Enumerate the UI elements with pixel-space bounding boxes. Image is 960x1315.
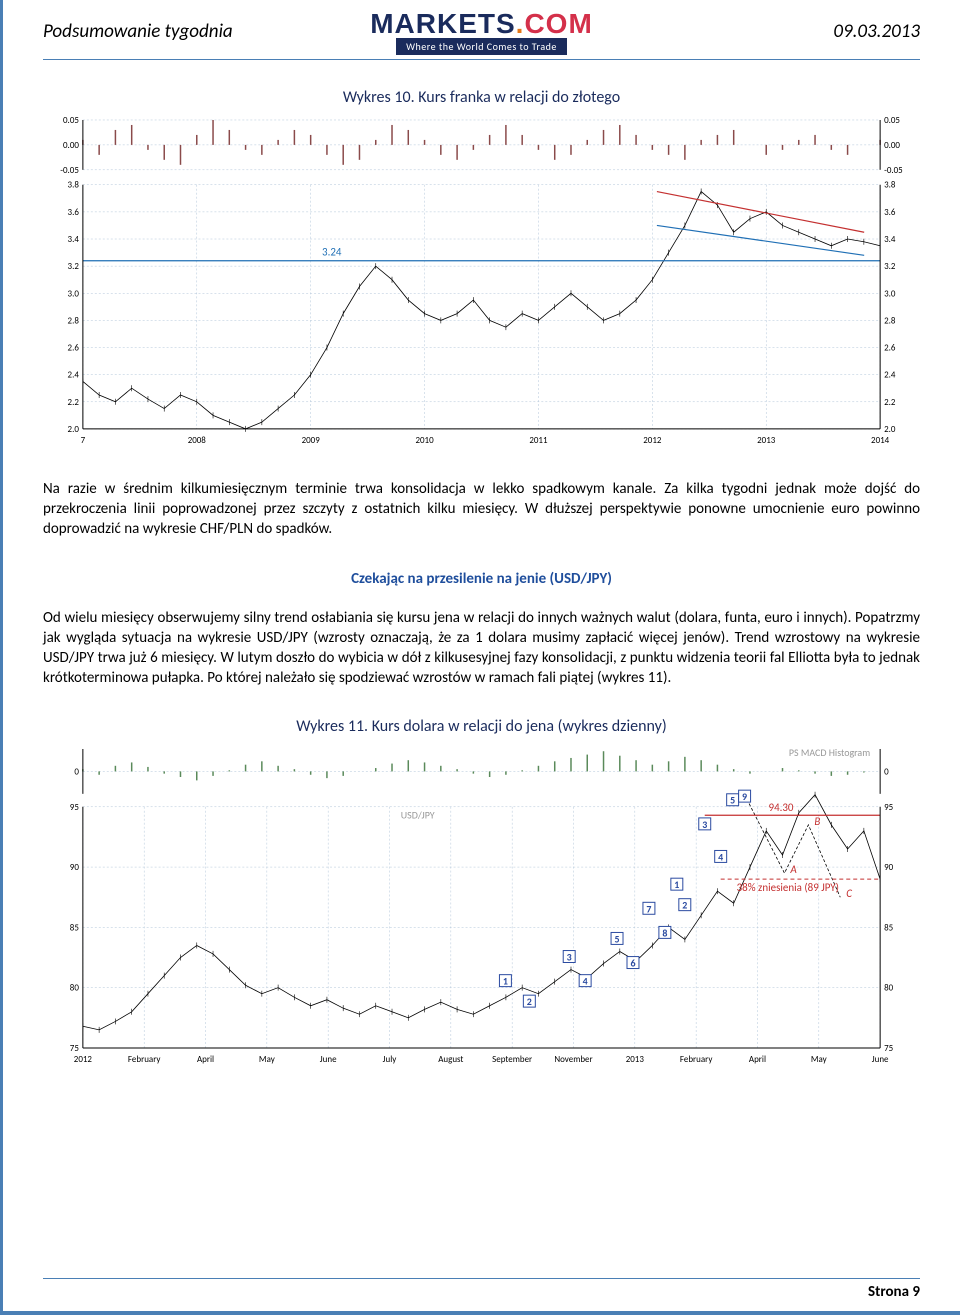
chart-usd-jpy: PS MACD Histogram00USD/JPY95959090858580… xyxy=(43,744,920,1073)
page-footer: Strona 9 xyxy=(43,1278,920,1301)
svg-text:2012: 2012 xyxy=(643,435,662,446)
logo-text: MARKETS.COM xyxy=(370,8,593,40)
svg-text:94.30: 94.30 xyxy=(769,801,794,814)
chart2-caption: Wykres 11. Kurs dolara w relacji do jena… xyxy=(43,717,920,736)
svg-text:July: July xyxy=(383,1053,397,1064)
paragraph-1: Na razie w średnim kilkumiesięcznym term… xyxy=(43,479,920,540)
svg-text:0.00: 0.00 xyxy=(63,140,79,151)
svg-text:90: 90 xyxy=(70,862,80,873)
svg-text:2013: 2013 xyxy=(626,1053,645,1064)
svg-text:3.24: 3.24 xyxy=(322,246,342,259)
svg-text:7: 7 xyxy=(81,435,86,446)
svg-text:85: 85 xyxy=(884,922,894,933)
svg-text:38% zniesienia (89 JPY): 38% zniesienia (89 JPY) xyxy=(737,881,839,894)
svg-text:3.8: 3.8 xyxy=(68,180,80,191)
svg-text:90: 90 xyxy=(884,862,894,873)
svg-text:May: May xyxy=(811,1053,827,1064)
svg-text:2008: 2008 xyxy=(188,435,207,446)
svg-text:2.2: 2.2 xyxy=(68,397,80,408)
svg-text:85: 85 xyxy=(70,922,80,933)
svg-text:1: 1 xyxy=(674,879,679,891)
svg-text:2010: 2010 xyxy=(415,435,434,446)
svg-text:2.8: 2.8 xyxy=(68,315,80,326)
svg-text:0.05: 0.05 xyxy=(884,115,900,126)
svg-text:3.4: 3.4 xyxy=(884,234,896,245)
svg-text:75: 75 xyxy=(884,1043,894,1054)
svg-text:2012: 2012 xyxy=(74,1053,93,1064)
svg-text:3.2: 3.2 xyxy=(68,261,80,272)
chart1-caption: Wykres 10. Kurs franka w relacji do złot… xyxy=(43,88,920,107)
svg-text:2.8: 2.8 xyxy=(884,315,896,326)
svg-text:USD/JPY: USD/JPY xyxy=(401,809,435,821)
svg-text:-0.05: -0.05 xyxy=(884,165,903,176)
svg-text:2.6: 2.6 xyxy=(884,343,896,354)
svg-text:3: 3 xyxy=(567,951,572,963)
svg-text:November: November xyxy=(554,1053,592,1064)
svg-text:6: 6 xyxy=(630,957,635,969)
header-date: 09.03.2013 xyxy=(690,20,920,43)
svg-text:February: February xyxy=(128,1053,160,1064)
svg-text:3.8: 3.8 xyxy=(884,180,896,191)
svg-text:9: 9 xyxy=(742,791,747,803)
svg-text:0: 0 xyxy=(884,766,889,777)
svg-text:4: 4 xyxy=(718,851,723,863)
svg-text:80: 80 xyxy=(884,982,894,993)
svg-text:B: B xyxy=(814,814,820,827)
svg-text:4: 4 xyxy=(583,975,588,987)
svg-text:5: 5 xyxy=(615,933,620,945)
svg-text:3.6: 3.6 xyxy=(68,207,80,218)
svg-text:August: August xyxy=(438,1053,463,1064)
svg-text:0: 0 xyxy=(74,766,79,777)
svg-text:3.0: 3.0 xyxy=(68,288,80,299)
svg-text:April: April xyxy=(197,1053,214,1064)
svg-text:-0.05: -0.05 xyxy=(60,165,79,176)
chart-chf-pln: 0.05 0.05 0.00 0.00 -0.05 -0.05 3.8 3.8 3.6 3.6 3.… xyxy=(43,115,920,454)
svg-text:September: September xyxy=(492,1053,532,1064)
svg-text:2.4: 2.4 xyxy=(884,370,896,381)
svg-text:3.4: 3.4 xyxy=(68,234,80,245)
svg-text:8: 8 xyxy=(662,927,667,939)
svg-text:2014: 2014 xyxy=(871,435,890,446)
svg-text:June: June xyxy=(320,1053,337,1064)
svg-text:1: 1 xyxy=(503,975,508,987)
page-header: Podsumowanie tygodnia MARKETS.COM Where … xyxy=(43,0,920,60)
logo-tagline: Where the World Comes to Trade xyxy=(396,38,567,55)
svg-text:5: 5 xyxy=(730,794,735,806)
svg-text:95: 95 xyxy=(70,801,80,812)
svg-text:2: 2 xyxy=(682,899,687,911)
svg-text:2.0: 2.0 xyxy=(68,424,80,435)
svg-text:2.4: 2.4 xyxy=(68,370,80,381)
svg-text:2009: 2009 xyxy=(302,435,321,446)
svg-text:2: 2 xyxy=(527,996,532,1008)
svg-text:3.0: 3.0 xyxy=(884,288,896,299)
svg-text:June: June xyxy=(872,1053,889,1064)
markets-logo: MARKETS.COM Where the World Comes to Tra… xyxy=(332,8,632,55)
svg-text:3.6: 3.6 xyxy=(884,207,896,218)
svg-text:75: 75 xyxy=(70,1043,80,1054)
svg-text:April: April xyxy=(749,1053,766,1064)
section-title-usdjpy: Czekając na przesilenie na jenie (USD/JP… xyxy=(43,570,920,588)
svg-text:PS MACD Histogram: PS MACD Histogram xyxy=(789,747,870,759)
svg-text:0.00: 0.00 xyxy=(884,140,900,151)
svg-text:3: 3 xyxy=(702,818,707,830)
header-title: Podsumowanie tygodnia xyxy=(43,20,273,43)
svg-text:February: February xyxy=(680,1053,712,1064)
paragraph-2: Od wielu miesięcy obserwujemy silny tren… xyxy=(43,608,920,689)
svg-text:80: 80 xyxy=(70,982,80,993)
svg-text:2013: 2013 xyxy=(757,435,776,446)
svg-text:3.2: 3.2 xyxy=(884,261,896,272)
svg-text:0.05: 0.05 xyxy=(63,115,79,126)
svg-text:7: 7 xyxy=(646,903,651,915)
svg-text:2.0: 2.0 xyxy=(884,424,896,435)
svg-text:95: 95 xyxy=(884,801,894,812)
svg-text:May: May xyxy=(259,1053,275,1064)
svg-text:2011: 2011 xyxy=(529,435,548,446)
svg-text:2.2: 2.2 xyxy=(884,397,896,408)
svg-text:A: A xyxy=(789,863,797,876)
svg-text:C: C xyxy=(846,887,852,900)
svg-text:2.6: 2.6 xyxy=(68,343,80,354)
